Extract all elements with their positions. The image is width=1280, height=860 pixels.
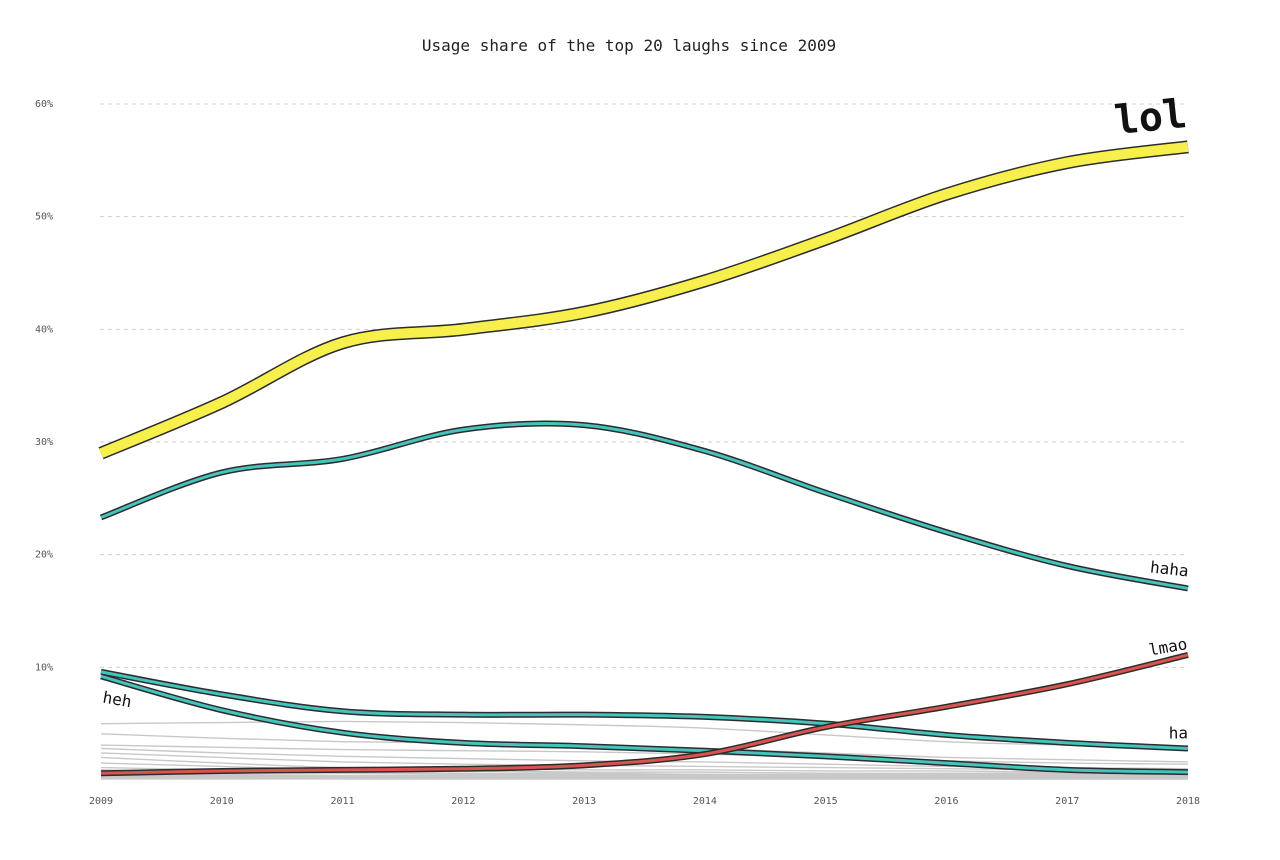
series-line-other xyxy=(100,772,1188,778)
y-tick-label: 20% xyxy=(35,550,53,561)
y-tick-label: 10% xyxy=(35,662,53,673)
series-line-heh xyxy=(100,673,1189,776)
x-tick-label: 2015 xyxy=(814,796,838,807)
x-tick-label: 2016 xyxy=(934,796,958,807)
x-tick-label: 2013 xyxy=(572,796,596,807)
highlight-series-layer xyxy=(98,140,1189,777)
x-tick-label: 2009 xyxy=(89,796,113,807)
x-tick-label: 2017 xyxy=(1055,796,1079,807)
series-line-lol-fill xyxy=(99,141,1189,458)
y-tick-label: 50% xyxy=(35,212,53,223)
series-line-lol xyxy=(98,140,1189,460)
series-line-ha xyxy=(100,668,1189,752)
series-line-lmao xyxy=(100,652,1189,777)
x-tick-label: 2011 xyxy=(331,796,355,807)
x-tick-label: 2014 xyxy=(693,796,717,807)
series-line-heh-fill xyxy=(100,674,1189,774)
y-tick-label: 30% xyxy=(35,437,53,448)
series-line-other xyxy=(100,756,1189,773)
x-axis: 2009 2010 2011 2012 2013 2014 2015 2016 2017 2018 xyxy=(89,796,1200,807)
series-line-haha-fill xyxy=(100,421,1189,590)
x-tick-label: 2012 xyxy=(451,796,475,807)
chart-title: Usage share of the top 20 laughs since 2… xyxy=(422,36,836,55)
y-tick-label: 40% xyxy=(35,324,53,335)
series-line-haha-outline xyxy=(99,420,1189,592)
x-tick-label: 2010 xyxy=(210,796,234,807)
series-line-lmao-fill xyxy=(100,653,1189,775)
series-label-lol: lol xyxy=(1112,91,1189,144)
grid-layer: 10% 20% 30% 40% 50% 60% xyxy=(35,99,1188,673)
series-label-ha: ha xyxy=(1169,723,1188,742)
series-label-heh: heh xyxy=(101,688,133,712)
series-line-other xyxy=(100,744,1189,765)
series-line-haha xyxy=(99,420,1189,592)
series-label-haha: haha xyxy=(1149,558,1189,581)
x-tick-label: 2018 xyxy=(1176,796,1200,807)
y-tick-label: 60% xyxy=(35,99,53,110)
series-line-ha-fill xyxy=(100,670,1189,750)
series-line-ha-outline xyxy=(100,668,1189,752)
